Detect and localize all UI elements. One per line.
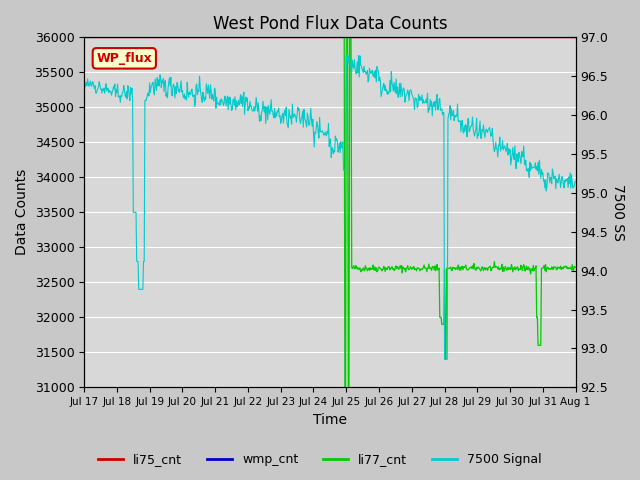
Text: WP_flux: WP_flux xyxy=(97,52,152,65)
Title: West Pond Flux Data Counts: West Pond Flux Data Counts xyxy=(212,15,447,33)
Y-axis label: 7500 SS: 7500 SS xyxy=(611,184,625,241)
Y-axis label: Data Counts: Data Counts xyxy=(15,169,29,255)
X-axis label: Time: Time xyxy=(313,413,347,427)
Legend: li75_cnt, wmp_cnt, li77_cnt, 7500 Signal: li75_cnt, wmp_cnt, li77_cnt, 7500 Signal xyxy=(93,448,547,471)
